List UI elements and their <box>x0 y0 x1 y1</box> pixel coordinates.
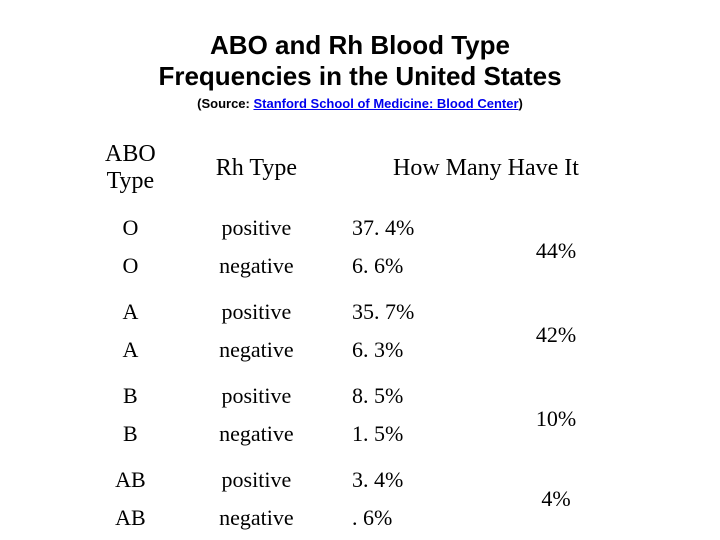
cell-total: 42% <box>472 293 640 377</box>
cell-abo: O <box>80 247 181 293</box>
source-link[interactable]: Stanford School of Medicine: Blood Cente… <box>253 96 518 111</box>
cell-rh: positive <box>181 377 332 415</box>
cell-rh: positive <box>181 209 332 247</box>
cell-total: 4% <box>472 461 640 537</box>
cell-rh: negative <box>181 247 332 293</box>
cell-abo: O <box>80 209 181 247</box>
cell-abo: A <box>80 293 181 331</box>
cell-total: 44% <box>472 209 640 293</box>
cell-sub: 6. 3% <box>332 331 472 377</box>
source-label: (Source: <box>197 96 253 111</box>
col-header-howmany: How Many Have It <box>332 135 640 209</box>
cell-rh: positive <box>181 461 332 499</box>
blood-type-table-wrap: ABO Type Rh Type How Many Have It O posi… <box>80 135 640 537</box>
cell-rh: positive <box>181 293 332 331</box>
col-header-rh: Rh Type <box>181 135 332 209</box>
cell-sub: 3. 4% <box>332 461 472 499</box>
cell-sub: 37. 4% <box>332 209 472 247</box>
cell-sub: 8. 5% <box>332 377 472 415</box>
title-line-2: Frequencies in the United States <box>158 61 561 91</box>
cell-rh: negative <box>181 499 332 537</box>
cell-sub: 1. 5% <box>332 415 472 461</box>
cell-abo: AB <box>80 499 181 537</box>
cell-abo: B <box>80 415 181 461</box>
source-line: (Source: Stanford School of Medicine: Bl… <box>0 96 720 111</box>
table-row: B positive 8. 5% 10% <box>80 377 640 415</box>
title-line-1: ABO and Rh Blood Type <box>210 30 510 60</box>
table-header-row: ABO Type Rh Type How Many Have It <box>80 135 640 209</box>
table-row: O positive 37. 4% 44% <box>80 209 640 247</box>
cell-sub: 6. 6% <box>332 247 472 293</box>
cell-sub: 35. 7% <box>332 293 472 331</box>
cell-abo: AB <box>80 461 181 499</box>
page-title: ABO and Rh Blood Type Frequencies in the… <box>0 30 720 92</box>
cell-rh: negative <box>181 331 332 377</box>
col-header-abo-text: ABO Type <box>90 141 170 195</box>
cell-abo: B <box>80 377 181 415</box>
blood-type-table: ABO Type Rh Type How Many Have It O posi… <box>80 135 640 537</box>
table-row: A positive 35. 7% 42% <box>80 293 640 331</box>
cell-total: 10% <box>472 377 640 461</box>
cell-rh: negative <box>181 415 332 461</box>
table-row: AB positive 3. 4% 4% <box>80 461 640 499</box>
source-close: ) <box>519 96 523 111</box>
cell-abo: A <box>80 331 181 377</box>
col-header-abo: ABO Type <box>80 135 181 209</box>
cell-sub: . 6% <box>332 499 472 537</box>
